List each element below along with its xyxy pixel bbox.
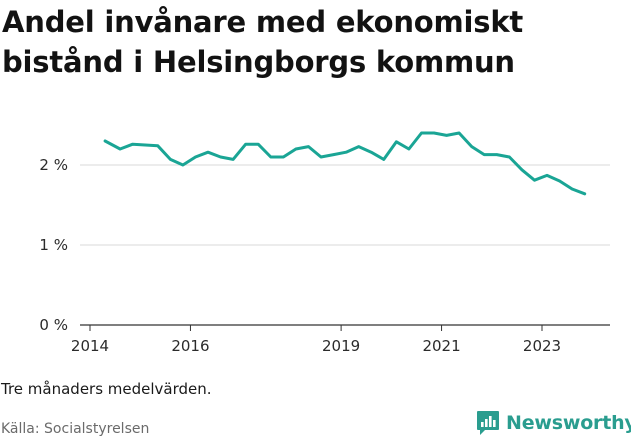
data-point [570,187,574,191]
x-tick-label: 2016 [171,337,209,355]
data-point [583,192,586,195]
brand-logo[interactable]: Newsworthy [476,408,631,438]
data-point [357,145,360,148]
data-point [118,147,122,151]
y-tick-label: 1 % [39,236,68,254]
x-tick-label: 2021 [422,337,460,355]
y-tick-label: 0 % [39,316,68,334]
source-label: Källa: Socialstyrelsen [1,421,150,437]
x-tick-label: 2023 [523,337,561,355]
data-point [181,163,185,167]
data-point [382,158,385,161]
data-point [407,147,411,151]
data-point [131,143,134,146]
data-point [508,155,511,159]
data-point [445,134,448,137]
data-point [545,174,549,177]
data-point [332,153,335,156]
data-point [294,147,298,151]
data-point [269,155,272,159]
data-point [144,143,147,147]
data-point [495,153,498,156]
series-line [103,131,587,196]
data-point [558,179,561,183]
chart-title: Andel invånare med ekonomiskt bistånd i … [2,5,524,79]
data-point [520,168,524,171]
chart-note: Tre månaders medelvärden. [1,380,212,398]
x-axis: 2014 2016 2019 2021 2023 [71,325,561,355]
data-point [244,143,247,146]
data-point [156,144,159,147]
data-point [319,155,323,159]
data-point [432,131,436,135]
data-point [169,158,172,161]
data-point [103,139,107,143]
newsworthy-logo-icon [477,411,499,435]
data-point [307,145,310,148]
x-tick-label: 2019 [322,337,360,355]
data-point [395,140,398,143]
data-point [370,151,373,154]
x-tick-label: 2014 [71,337,109,355]
gridlines [80,164,610,326]
line-chart: 0 % 1 % 2 % 2014 2016 2019 2021 2023 [39,131,610,355]
data-point [470,145,473,148]
data-point [206,151,210,154]
series-group [103,131,587,196]
data-point [420,131,423,135]
data-point [231,158,235,161]
data-point [282,155,285,159]
brand-name: Newsworthy [506,412,631,434]
y-tick-label: 2 % [39,156,68,174]
data-point [533,179,536,182]
data-point [257,143,260,146]
data-point [194,155,197,159]
data-point [344,151,348,154]
data-point [457,131,461,135]
y-axis-labels: 0 % 1 % 2 % [39,156,68,334]
data-point [219,155,222,159]
data-point [483,153,486,156]
